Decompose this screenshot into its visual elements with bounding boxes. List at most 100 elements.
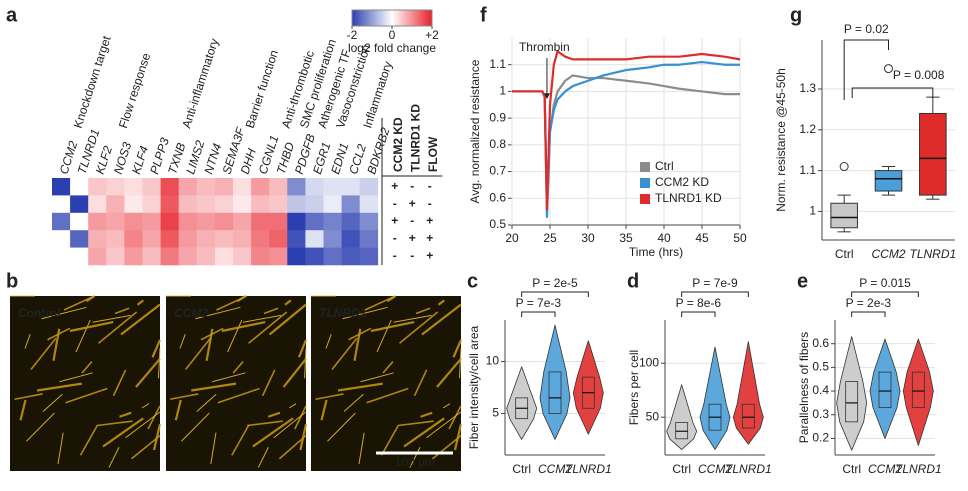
y-tick-label: 100: [639, 355, 659, 369]
fiber: [320, 399, 328, 421]
colorbar-tick-label: +2: [425, 28, 439, 42]
heat-cell: [269, 178, 288, 196]
x-tick-label: TLNRD1: [565, 462, 612, 476]
x-tick-label: 30: [581, 231, 595, 245]
heat-cell: [341, 195, 360, 214]
violin-box: [911, 371, 925, 409]
group-label: Barrier function: [243, 48, 281, 130]
heat-cell: [124, 195, 143, 214]
fiber: [403, 417, 445, 448]
micrograph-bg: [166, 296, 306, 471]
fiber: [364, 295, 396, 311]
micrograph: [10, 295, 162, 471]
fiber: [81, 361, 93, 374]
fiber: [315, 393, 344, 401]
violin: [699, 346, 731, 450]
fiber: [26, 412, 55, 442]
heat-cell: [124, 230, 143, 248]
fiber: [376, 319, 392, 353]
micrograph-bg: [311, 296, 461, 471]
heat-cell: [323, 178, 342, 196]
fiber: [398, 311, 439, 344]
y-tick-label: 10: [486, 354, 500, 368]
heat-cell: [160, 230, 179, 248]
condition-sign: +: [409, 231, 416, 245]
condition-sign: +: [426, 248, 433, 262]
x-tick-label: 35: [619, 231, 633, 245]
heat-cell: [196, 178, 216, 196]
heat-cell: [106, 212, 125, 231]
condition-sign: -: [428, 196, 432, 210]
condition-label: TLNRD1 KD: [408, 104, 422, 172]
condition-sign: +: [409, 196, 416, 210]
legend-swatch: [640, 178, 650, 188]
fiber: [136, 299, 144, 306]
fiber: [125, 411, 161, 439]
heat-cell: [178, 247, 198, 266]
heat-cell: [287, 230, 306, 248]
legend-swatch: [640, 194, 650, 204]
legend-label: TLNRD1 KD: [655, 191, 722, 205]
fiber: [179, 334, 186, 349]
violin: [506, 366, 538, 440]
y-tick-label: 1.2: [799, 122, 816, 136]
heat-cell: [341, 212, 360, 231]
fiber: [191, 382, 237, 392]
heat-cell: [233, 230, 252, 248]
y-tick-label: 1.1: [489, 57, 506, 71]
fiber: [415, 307, 431, 315]
heat-cell: [106, 178, 125, 196]
heat-cell: [196, 212, 216, 231]
x-tick-label: Ctrl: [672, 462, 691, 476]
legend-swatch: [640, 162, 650, 172]
p-value: P = 7e-9: [692, 276, 738, 290]
heat-cell: [287, 195, 306, 214]
y-tick-label: 0.9: [489, 110, 506, 124]
x-tick-label: TLNRD1: [909, 247, 956, 261]
heat-cell: [305, 247, 324, 266]
fiber: [360, 372, 394, 383]
panel-letter: g: [790, 4, 802, 26]
heat-cell: [52, 212, 71, 231]
fiber: [114, 307, 130, 315]
fiber: [130, 434, 161, 460]
condition-sign: +: [426, 214, 433, 228]
fiber: [200, 327, 224, 341]
colorbar-title: log2 fold change: [348, 41, 436, 55]
colorbar-tick-label: 0: [389, 28, 396, 42]
fiber: [304, 348, 307, 379]
fiber: [325, 334, 332, 349]
condition-sign: -: [393, 231, 397, 245]
y-tick-label: 1: [499, 84, 506, 98]
fiber: [342, 306, 388, 320]
heat-cell: [305, 195, 324, 214]
heat-cell: [359, 230, 379, 248]
fiber: [248, 311, 288, 344]
heat-cell: [142, 178, 161, 196]
fiber: [41, 306, 87, 320]
heat-cell: [70, 230, 89, 248]
fiber: [297, 339, 308, 358]
micrograph: [166, 295, 308, 471]
x-tick-label: 25: [543, 231, 557, 245]
heat-cell: [160, 195, 179, 214]
heat-cell: [178, 212, 198, 231]
fiber: [409, 447, 421, 468]
heat-cell: [124, 212, 143, 231]
heat-cell: [88, 212, 107, 231]
fiber: [278, 434, 307, 460]
fiber: [282, 358, 307, 388]
legend-label: Ctrl: [655, 159, 674, 173]
heat-cell: [124, 247, 143, 266]
heat-cell: [214, 247, 234, 266]
fiber: [195, 306, 241, 320]
fiber: [397, 420, 434, 427]
x-tick-label: 50: [733, 231, 747, 245]
colorbar: [351, 9, 433, 27]
fiber: [331, 337, 358, 370]
fiber: [57, 432, 64, 465]
fiber: [247, 420, 283, 427]
annotation: Thrombin: [519, 40, 570, 54]
condition-sign: -: [410, 214, 414, 228]
